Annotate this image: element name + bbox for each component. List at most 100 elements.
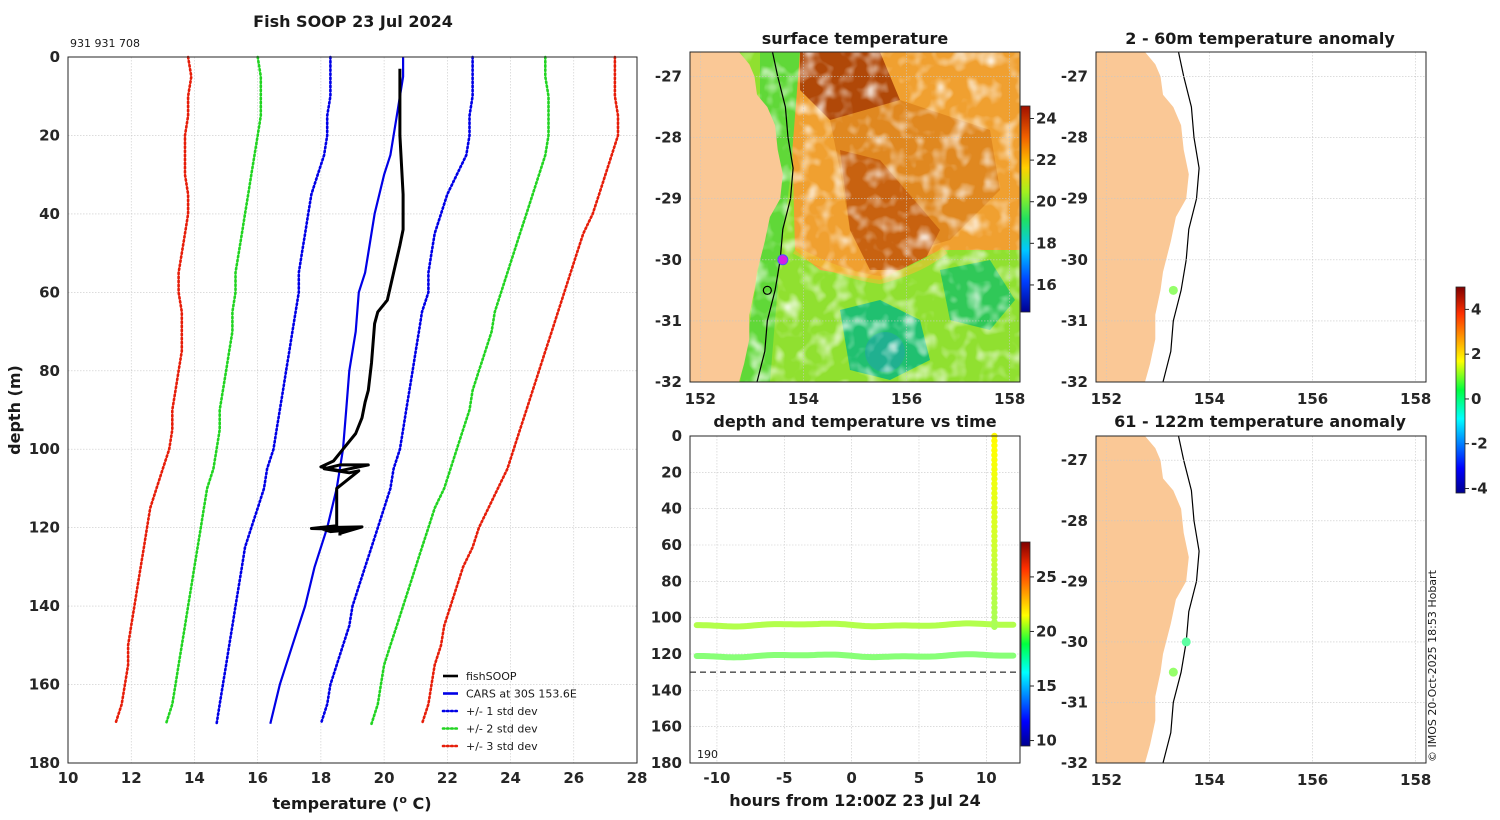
- time-vertical-point: [991, 523, 998, 530]
- anomaly-deep-axes-box: [1095, 435, 1427, 764]
- legend-label: CARS at 30S 153.6E: [466, 688, 577, 701]
- time-vertical-point: [991, 537, 998, 545]
- map-lon-tick-label: 152: [685, 390, 716, 408]
- time-y-tick-label: 160: [651, 718, 682, 736]
- anomaly-marker: [1181, 637, 1191, 647]
- time-vertical-point: [991, 599, 998, 607]
- sst-land: [690, 52, 783, 382]
- map-lat-tick-label: -28: [1061, 129, 1088, 147]
- profile-subtitle: 931 931 708: [70, 37, 140, 50]
- profile-series: [114, 55, 620, 726]
- anomaly-shallow-gridlines: [1096, 52, 1426, 382]
- time-vertical-point: [991, 532, 998, 540]
- anomaly-shallow-axes-box: [1095, 51, 1427, 383]
- map-lat-tick-label: -32: [655, 373, 682, 391]
- sst-cbar-label: 16: [1036, 276, 1057, 294]
- sst-colorbar: [1020, 105, 1031, 313]
- legend-label: +/- 1 std dev: [466, 705, 538, 718]
- time-vertical-point: [991, 518, 998, 526]
- map-lat-tick-label: -30: [1061, 251, 1088, 269]
- profile-legend: fishSOOP CARS at 30S 153.6E +/- 1 std dev +…: [441, 670, 577, 753]
- series-2-std-dev: [164, 55, 263, 726]
- map-lon-tick-label: 154: [788, 390, 819, 408]
- sst-panel: surface temperature 152 154 156 158 -27-28-…: [655, 29, 1057, 408]
- map-lon-tick-label: 156: [1297, 771, 1328, 789]
- time-y-tick-label: 40: [661, 500, 682, 518]
- anomaly-deep-y-ticks: -27 -28 -29 -30 -31 -32: [1061, 451, 1088, 772]
- legend-label: +/- 2 std dev: [466, 723, 538, 736]
- map-lon-tick-label: 152: [1091, 390, 1122, 408]
- time-vertical-point: [991, 494, 998, 502]
- profile-x-tick-label: 20: [374, 769, 395, 787]
- legend-label: +/- 3 std dev: [466, 740, 538, 753]
- time-vertical-point: [991, 571, 998, 578]
- series-cars-at-30s-153-6e: [269, 57, 405, 725]
- time-vertical-point: [991, 509, 998, 516]
- time-axes-box: [689, 435, 1021, 764]
- time-vertical-point: [991, 437, 998, 444]
- profile-y-tick-label: 40: [39, 205, 60, 223]
- sst-shelf-contour: [756, 52, 794, 382]
- time-vertical-point: [991, 542, 998, 549]
- map-lat-tick-label: -31: [1061, 693, 1088, 711]
- time-vertical-point: [991, 513, 998, 521]
- profile-x-tick-label: 26: [563, 769, 584, 787]
- anomaly-cbar-label: 2: [1471, 345, 1481, 363]
- anomaly-colorbar-ticks: 4 2 0 -2 -4: [1465, 300, 1488, 498]
- anomaly-shallow-map: [1096, 51, 1200, 383]
- time-vertical-point: [991, 504, 998, 511]
- sst-axes-box: [689, 51, 1021, 383]
- time-vertical-point: [991, 547, 998, 554]
- profile-x-tick-label: 22: [437, 769, 458, 787]
- time-vertical-point: [991, 566, 998, 573]
- map-lon-tick-label: 156: [1297, 390, 1328, 408]
- time-vertical-point: [991, 585, 998, 592]
- time-y-tick-label: 100: [651, 609, 682, 627]
- sst-image: [690, 52, 1020, 382]
- series-fishsoop: [309, 68, 405, 536]
- anomaly-shallow-markers: [1168, 285, 1178, 295]
- sst-marker-filled: [777, 254, 789, 266]
- time-vertical-point: [991, 590, 998, 597]
- time-vertical-point: [991, 475, 998, 483]
- anomaly-deep-panel: 61 - 122m temperature anomaly 152 154 156 1…: [1061, 412, 1431, 789]
- anomaly-shallow-x-ticks: 152 154 156 158: [1091, 390, 1432, 408]
- map-lon-tick-label: 158: [1400, 771, 1431, 789]
- sst-markers: [762, 254, 789, 295]
- map-lat-tick-label: -30: [655, 251, 682, 269]
- time-cbar-label: 20: [1036, 622, 1057, 640]
- time-colorbar: [1020, 541, 1031, 747]
- map-lon-tick-label: 152: [1091, 771, 1122, 789]
- map-lat-tick-label: -32: [1061, 373, 1088, 391]
- profile-x-label: temperature (o C): [272, 793, 431, 813]
- map-lat-tick-label: -29: [655, 190, 682, 208]
- series-3-std-dev: [114, 55, 193, 726]
- time-panel: depth and temperature vs time -10 -5 0 5 10 …: [651, 412, 1057, 810]
- time-colorbar-ticks: 10 15 20 25: [1030, 568, 1057, 750]
- sst-title: surface temperature: [762, 29, 949, 48]
- time-vertical-point: [991, 461, 998, 468]
- profile-y-label: depth (m): [5, 365, 24, 455]
- profile-x-tick-label: 24: [500, 769, 521, 787]
- map-lat-tick-label: -27: [1061, 451, 1088, 469]
- profile-x-tick-label: 12: [121, 769, 142, 787]
- profile-y-tick-label: 120: [29, 519, 60, 537]
- sst-cbar-label: 24: [1036, 109, 1057, 127]
- anomaly-deep-map: [1096, 435, 1200, 764]
- profile-y-tick-label: 60: [39, 283, 60, 301]
- profile-x-tick-label: 16: [247, 769, 268, 787]
- map-lon-tick-label: 156: [891, 390, 922, 408]
- profile-y-tick-label: 20: [39, 126, 60, 144]
- series-2-std-dev-upper: [370, 55, 550, 726]
- time-annotation: 190: [697, 748, 718, 761]
- anomaly-cbar-label: -4: [1471, 480, 1488, 498]
- profile-y-tick-label: 160: [29, 676, 60, 694]
- anomaly-deep-x-ticks: 152 154 156 158: [1091, 771, 1432, 789]
- map-lon-tick-label: 158: [994, 390, 1025, 408]
- map-lat-tick-label: -29: [1061, 572, 1088, 590]
- time-y-tick-label: 0: [672, 427, 682, 445]
- anomaly-shallow-title: 2 - 60m temperature anomaly: [1125, 29, 1395, 48]
- map-lon-tick-label: 154: [1194, 390, 1225, 408]
- map-lat-tick-label: -31: [655, 312, 682, 330]
- credit-text: © IMOS 20-Oct-2025 18:53 Hobart: [1426, 569, 1439, 762]
